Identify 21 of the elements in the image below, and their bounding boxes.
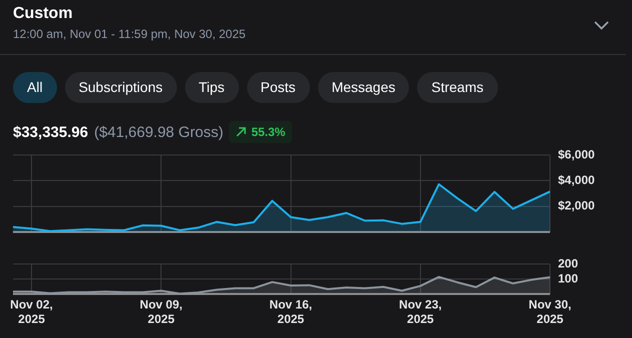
text: 55.3%	[251, 125, 286, 139]
text: Custom	[13, 5, 74, 23]
x-tick-label: Nov 09, 2025	[140, 298, 182, 326]
x-tick-label: Nov 16, 2025	[269, 298, 312, 326]
y-tick-label: $2,000	[558, 198, 596, 213]
text: Streams	[417, 72, 498, 103]
text: Messages	[318, 72, 410, 103]
text: Tips	[184, 72, 239, 103]
y-tick-label: 100	[558, 272, 578, 286]
text: Posts	[246, 72, 310, 103]
text: Subscriptions	[64, 72, 177, 103]
x-tick-label: Nov 23, 2025	[399, 298, 442, 326]
y-tick-label: $6,000	[558, 148, 596, 162]
text: 12:00 am, Nov 01 - 11:59 pm, Nov 30, 2025	[13, 27, 246, 41]
y-tick-label: 200	[558, 256, 578, 271]
x-tick-label: Nov 30, 2025	[528, 298, 572, 326]
text: All	[13, 72, 57, 103]
text: $33,335.96	[13, 124, 88, 140]
x-tick-label: Nov 02, 2025	[10, 298, 53, 326]
y-tick-label: $4,000	[558, 173, 596, 188]
text: ($41,669.98 Gross)	[94, 124, 224, 140]
